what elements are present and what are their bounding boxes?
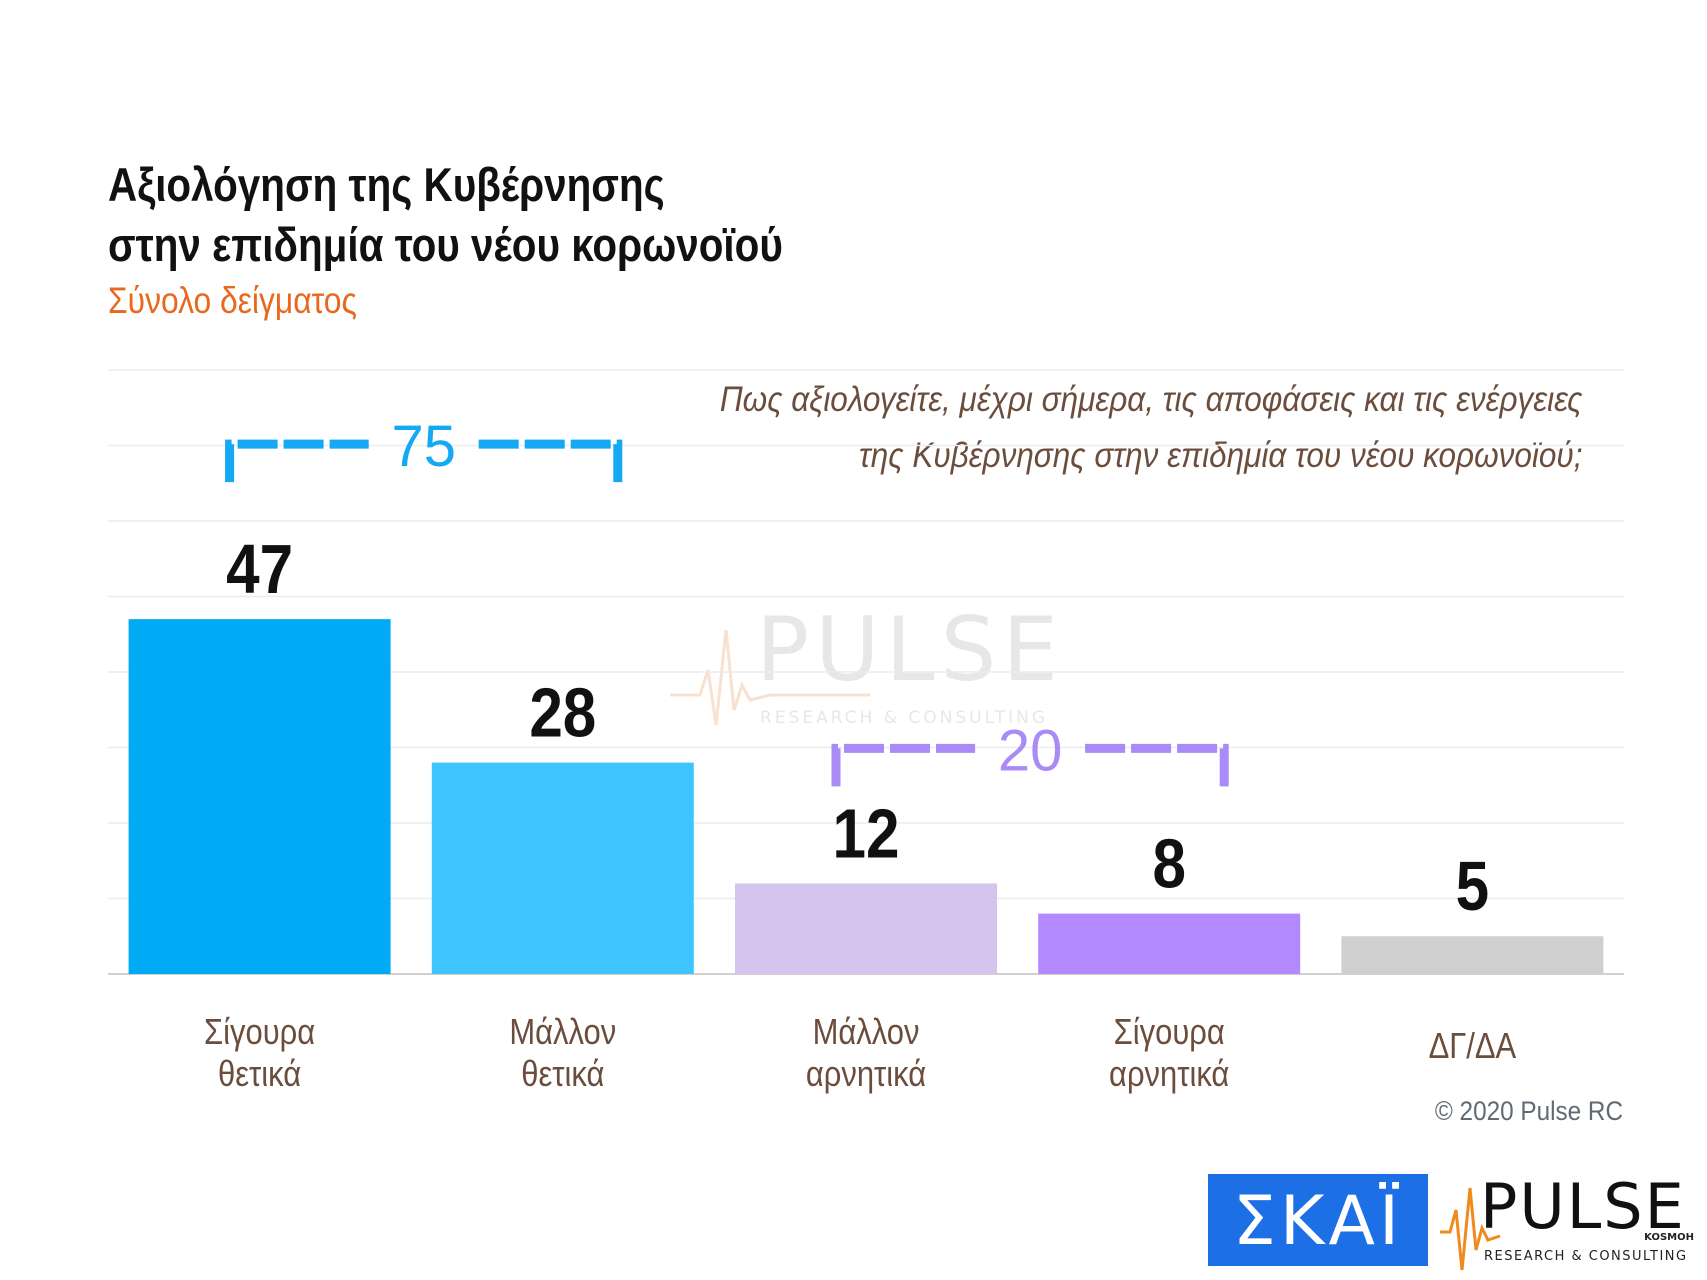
category-labels: ΣίγουραθετικάΜάλλονθετικάΜάλλοναρνητικάΣ… bbox=[204, 1013, 1517, 1095]
pulse-logo-subtext: RESEARCH & CONSULTING bbox=[1484, 1249, 1688, 1264]
bracket-total-label: 20 bbox=[998, 718, 1063, 783]
bars bbox=[128, 619, 1604, 974]
skai-logo-text: ΣΚΑΪ bbox=[1233, 1182, 1403, 1261]
watermark-text: PULSE bbox=[756, 598, 1064, 701]
copyright-text: © 2020 Pulse RC bbox=[1434, 1096, 1623, 1126]
category-label: αρνητικά bbox=[806, 1055, 926, 1095]
bracket-left bbox=[225, 439, 369, 483]
value-label: 47 bbox=[226, 530, 293, 608]
pulse-watermark: PULSE RESEARCH & CONSULTING bbox=[670, 598, 1064, 728]
skai-logo: ΣΚΑΪ bbox=[1208, 1174, 1428, 1266]
category-label: Μάλλον bbox=[813, 1013, 920, 1053]
value-label: 5 bbox=[1456, 847, 1489, 925]
bar bbox=[431, 762, 694, 974]
category-label: θετικά bbox=[521, 1055, 604, 1095]
bar bbox=[1341, 936, 1604, 974]
chart-title-line1: Αξιολόγηση της Κυβέρνησης bbox=[108, 158, 665, 211]
chart-subtitle: Σύνολο δείγματος bbox=[108, 280, 357, 321]
survey-question-line2: της Κυβέρνησης στην επιδημία του νέου κο… bbox=[858, 436, 1582, 475]
bracket-right bbox=[1085, 743, 1229, 787]
pulse-logo-tag: KOSMOH bbox=[1644, 1232, 1694, 1243]
chart-title: Αξιολόγηση της Κυβέρνησης στην επιδημία … bbox=[108, 155, 783, 275]
category-label: θετικά bbox=[218, 1055, 301, 1095]
bracket-right bbox=[478, 439, 623, 483]
watermark-subtext: RESEARCH & CONSULTING bbox=[760, 708, 1048, 728]
bar bbox=[735, 883, 997, 974]
bar bbox=[128, 619, 391, 974]
value-label: 28 bbox=[529, 673, 596, 751]
pulse-logo-text: PULSE bbox=[1480, 1170, 1686, 1243]
value-label: 8 bbox=[1152, 824, 1185, 902]
bracket-total-label: 75 bbox=[391, 414, 456, 479]
value-labels: 47 28 12 8 5 bbox=[226, 530, 1489, 925]
brackets: 75 20 bbox=[225, 414, 1229, 787]
survey-question: Πως αξιολογείτε, μέχρι σήμερα, τις αποφά… bbox=[719, 372, 1582, 484]
chart-title-line2: στην επιδημία του νέου κορωνοϊού bbox=[108, 218, 783, 271]
pulse-logo: PULSE KOSMOH RESEARCH & CONSULTING bbox=[1440, 1170, 1694, 1271]
survey-question-line1: Πως αξιολογείτε, μέχρι σήμερα, τις αποφά… bbox=[719, 380, 1582, 419]
category-label: αρνητικά bbox=[1109, 1055, 1229, 1095]
category-label: Σίγουρα bbox=[1114, 1013, 1225, 1053]
category-label: Μάλλον bbox=[509, 1013, 616, 1053]
bar bbox=[1038, 913, 1301, 974]
category-label: ΔΓ/ΔΑ bbox=[1429, 1027, 1517, 1067]
value-label: 12 bbox=[833, 794, 900, 872]
bracket-left bbox=[831, 743, 976, 787]
category-label: Σίγουρα bbox=[204, 1013, 315, 1053]
